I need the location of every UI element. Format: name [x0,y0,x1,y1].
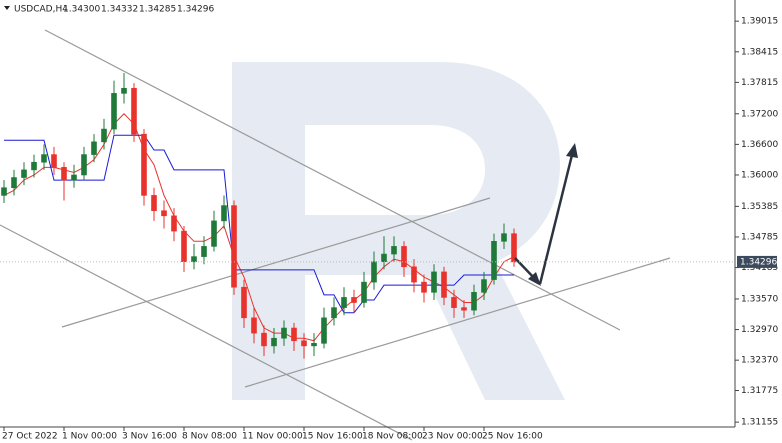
candle-body [301,340,307,347]
candle-body [351,297,357,303]
candle-body [291,327,297,342]
candle-body [41,154,47,163]
forecast-arrows [514,143,578,286]
y-tick-label: 1.38415 [741,47,778,57]
candle-body [61,167,67,181]
candle-body [411,266,417,283]
header-open: 1.34300 [63,5,100,15]
header-low: 1.34285 [139,5,176,15]
channel-upper [44,29,621,331]
x-tick-label: 15 Nov 16:00 [302,432,363,442]
candle-body [161,210,167,217]
watermark [232,62,565,400]
candle-body [271,337,277,347]
candle-body [361,281,367,303]
y-tick-label: 1.37815 [741,78,778,88]
y-tick-label: 1.32370 [741,356,778,366]
y-tick-label: 1.34185 [741,263,778,273]
candle-body [471,292,477,311]
candle-body [201,246,207,257]
candle-body [51,154,57,168]
candle-body [281,327,287,339]
candle-body [121,87,127,94]
candle-body [91,141,97,155]
candle-body [491,241,497,280]
y-tick-label: 1.37200 [741,109,778,119]
candle-body [311,343,317,347]
candle-body [431,271,437,293]
candle-body [21,169,27,178]
y-tick-label: 1.31775 [741,386,778,396]
candle-body [221,205,227,222]
indicator-line [4,134,514,314]
candle-body [381,253,387,263]
candle-body [131,87,137,135]
candle-body [81,154,87,176]
candle-body [321,317,327,344]
y-tick-label: 1.36000 [741,170,778,180]
y-tick-label: 1.33570 [741,294,778,304]
plot [1,72,517,359]
candle-body [401,246,407,268]
trend-lines [0,29,671,441]
candle-body [191,256,197,263]
candle-body [481,279,487,293]
candle-body [251,317,257,334]
candle-body [451,297,457,308]
candle-body [211,220,217,247]
y-tick-label: 1.35385 [741,202,778,212]
y-tick-label: 1.39015 [741,17,778,27]
last-price-box [737,255,777,268]
candle-body [501,233,507,242]
candle-body [171,215,177,232]
arrow-head [566,143,578,158]
x-tick-label: 23 Nov 00:00 [422,432,483,442]
arrow-up [538,154,574,285]
candle-body [151,195,157,211]
header-triangle [4,6,10,10]
trend-upper [61,197,491,328]
y-tick-label: 1.32970 [741,325,778,335]
candle-body [1,187,7,196]
x-tick-label: 27 Oct 2022 [2,432,58,442]
candle-body [101,128,107,143]
candle-body [71,174,77,181]
indicator-line [3,113,515,342]
candle-body [11,177,17,189]
candle-body [241,286,247,319]
candle-body [391,246,397,255]
arrow-head [528,272,541,286]
candle-body [181,230,187,263]
candle-body [341,297,347,308]
y-tick-label: 1.34785 [741,232,778,242]
header-high: 1.34332 [101,5,138,15]
candle-body [441,271,447,298]
candle-body [111,93,117,130]
x-tick-label: 8 Nov 08:00 [182,432,237,442]
last-price-label: 1.34296 [740,257,777,267]
header-close: 1.34296 [177,5,214,15]
x-tick-label: 25 Nov 16:00 [482,432,543,442]
candle-body [231,205,237,288]
x-tick-label: 18 Nov 08:00 [362,432,423,442]
candle-body [371,261,377,283]
x-tick-label: 11 Nov 00:00 [242,432,303,442]
y-tick-label: 1.31155 [741,418,778,428]
chart-title: USDCAD,H4 [14,5,68,15]
x-tick-label: 1 Nov 00:00 [62,432,117,442]
channel-lower [0,224,413,441]
candle-body [31,161,37,171]
candle-body [141,133,147,196]
candle-body [421,281,427,293]
candle-body [461,307,467,311]
y-tick-label: 1.36600 [741,140,778,150]
candle-body [261,332,267,347]
trend-lower [244,257,671,388]
x-tick-label: 3 Nov 16:00 [122,432,177,442]
candle-body [331,307,337,319]
